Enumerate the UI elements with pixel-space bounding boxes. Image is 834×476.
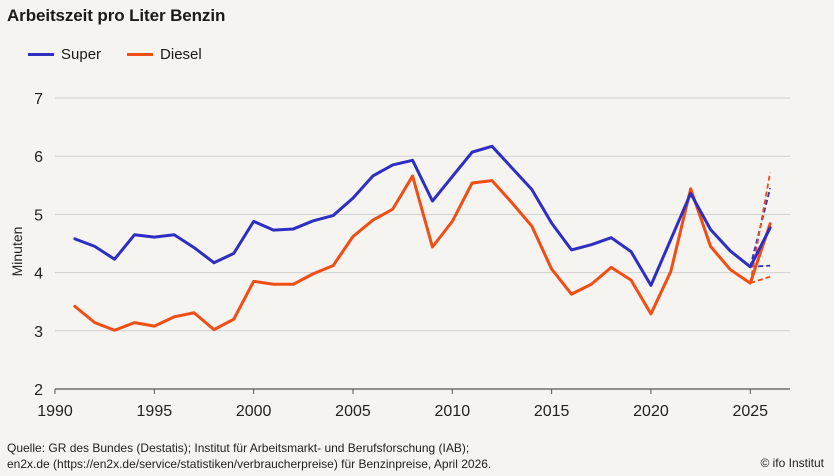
y-tick-2: 2 [34,382,43,399]
x-tick-labels: 1990 1995 2000 2005 2010 2015 2020 2025 [37,403,768,420]
y-tick-labels: 2 3 4 5 6 7 [34,91,43,399]
y-tick-7: 7 [34,91,43,108]
x-tick-2025: 2025 [732,403,768,420]
y-tick-3: 3 [34,324,43,341]
x-tick-2020: 2020 [633,403,669,420]
source-line-2: en2x.de (https://en2x.de/service/statist… [7,457,492,471]
grid-lines [54,97,790,394]
x-tick-2005: 2005 [335,403,371,420]
y-tick-5: 5 [34,207,43,224]
chart-title: Arbeitszeit pro Liter Benzin [7,6,226,25]
y-tick-6: 6 [34,149,43,166]
legend-label-diesel: Diesel [160,46,202,63]
chart-legend: Super Diesel [28,46,228,63]
scenario-diesel-low [749,275,771,284]
y-axis-title: Minuten [9,227,25,277]
series-lines [73,144,772,332]
x-tick-2010: 2010 [435,403,471,420]
source-line-1: Quelle: GR des Bundes (Destatis); Instit… [7,441,470,455]
legend-item-super: Super [28,46,101,63]
copyright-note: © ifo Institut [760,456,824,470]
source-note: Quelle: GR des Bundes (Destatis); Instit… [7,440,491,472]
series-line-diesel [73,174,772,332]
legend-label-super: Super [61,46,102,63]
scenario-diesel-high [749,172,772,284]
x-tick-1990: 1990 [37,403,73,420]
x-tick-2000: 2000 [236,403,272,420]
y-tick-4: 4 [34,266,43,283]
legend-swatch-super [28,53,54,56]
x-tick-1995: 1995 [137,403,173,420]
series-line-super [73,144,772,287]
x-tick-2015: 2015 [534,403,570,420]
legend-item-diesel: Diesel [127,46,202,63]
legend-swatch-diesel [127,53,154,56]
